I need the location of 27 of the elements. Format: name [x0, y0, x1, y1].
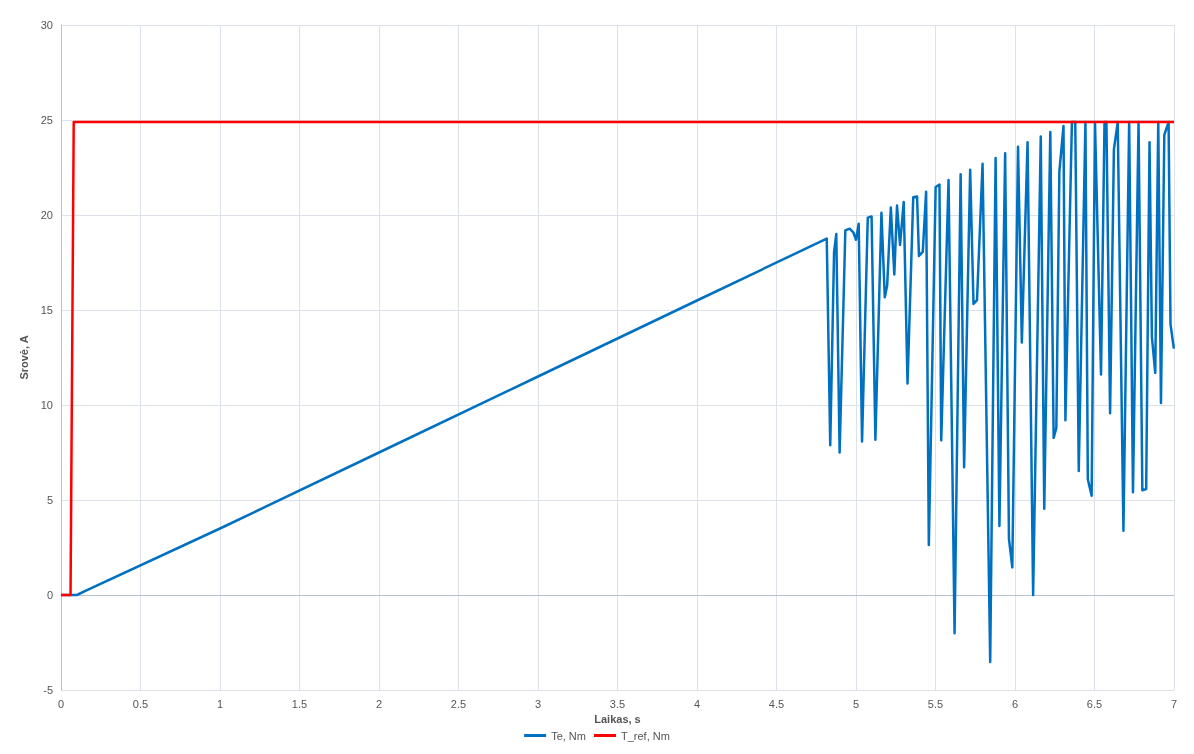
x-tick-label: 0.5 [132, 697, 149, 710]
y-tick-label: 30 [40, 19, 53, 31]
y-axis-title: Srovė, A [17, 335, 30, 380]
x-tick-label: 4.5 [768, 697, 785, 710]
x-tick-label: 3.5 [609, 697, 626, 710]
x-tick-label: 7 [1170, 697, 1178, 710]
y-tick-label: 25 [40, 114, 53, 126]
legend-label: T_ref, Nm [620, 729, 670, 742]
x-axis-title: Laikas, s [594, 713, 641, 726]
y-tick-label: -5 [43, 684, 53, 696]
y-tick-label: 0 [46, 589, 53, 601]
x-tick-label: 1 [216, 697, 224, 710]
x-tick-label: 1.5 [291, 697, 308, 710]
x-tick-label: 4 [693, 697, 701, 710]
x-tick-label: 2.5 [450, 697, 467, 710]
x-tick-label: 3 [534, 697, 542, 710]
x-tick-label: 6 [1011, 697, 1019, 710]
x-tick-label: 5.5 [927, 697, 944, 710]
x-tick-label: 5 [852, 697, 860, 710]
x-tick-label: 2 [375, 697, 383, 710]
y-tick-label: 10 [40, 399, 53, 411]
y-tick-label: 15 [40, 304, 53, 316]
x-tick-label: 0 [57, 697, 65, 710]
legend-label: Te, Nm [551, 729, 586, 742]
y-tick-label: 5 [46, 494, 53, 506]
x-tick-label: 6.5 [1086, 697, 1103, 710]
y-tick-label: 20 [40, 209, 53, 221]
